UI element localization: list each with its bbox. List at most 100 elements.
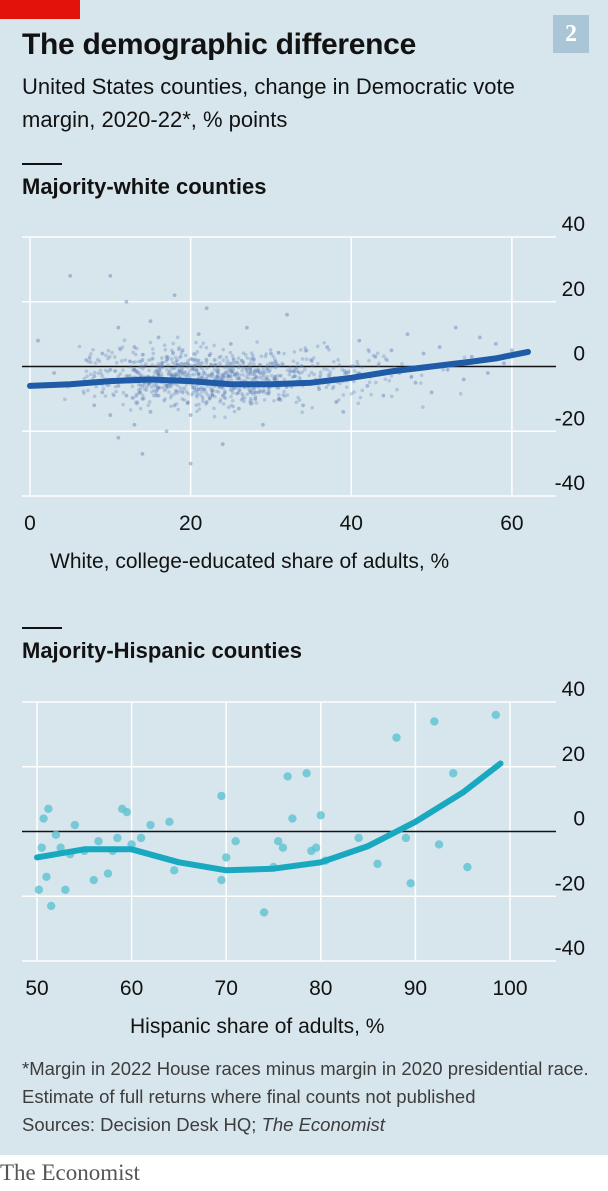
data-point (138, 390, 143, 395)
data-point (296, 395, 300, 400)
data-point (232, 372, 237, 376)
data-point (502, 361, 506, 366)
data-point (280, 361, 284, 366)
data-point (92, 370, 97, 375)
data-point (234, 392, 239, 396)
data-point (201, 399, 205, 404)
data-point (429, 390, 434, 395)
data-point (421, 351, 426, 356)
data-point (89, 875, 98, 885)
data-point (196, 358, 200, 363)
data-point (217, 875, 226, 885)
data-point (154, 392, 158, 396)
data-point (137, 391, 141, 395)
data-point (252, 387, 256, 391)
data-point (376, 363, 381, 368)
data-point (215, 376, 220, 381)
data-point (178, 369, 182, 374)
data-point (121, 390, 126, 395)
data-point (251, 353, 255, 358)
data-point (204, 400, 209, 405)
data-point (207, 397, 212, 401)
chart-title: The demographic difference (22, 28, 416, 61)
data-point (220, 375, 225, 379)
data-point (186, 400, 190, 404)
data-point (477, 335, 482, 340)
data-point (180, 390, 185, 395)
data-point (193, 364, 197, 369)
data-point (228, 350, 233, 355)
data-point (140, 358, 145, 362)
data-point (240, 391, 244, 396)
data-point (151, 393, 156, 398)
data-point (192, 387, 197, 391)
data-point (231, 837, 240, 846)
data-point (266, 392, 271, 396)
data-point (355, 359, 359, 364)
data-point (303, 346, 307, 350)
data-point (208, 372, 213, 377)
data-point (225, 371, 230, 375)
data-point (367, 349, 371, 354)
data-point (225, 374, 230, 378)
data-point (197, 371, 201, 376)
data-point (248, 402, 253, 406)
data-point (287, 372, 292, 377)
data-point (139, 373, 144, 378)
data-point (247, 387, 251, 391)
data-point (156, 372, 161, 377)
data-point (158, 363, 163, 368)
data-point (265, 368, 269, 372)
data-point (154, 389, 159, 394)
data-point (288, 365, 293, 370)
data-point (180, 365, 185, 369)
data-point (326, 373, 331, 377)
data-point (245, 370, 249, 374)
data-point (157, 385, 162, 390)
data-point (140, 452, 145, 456)
data-point (282, 394, 287, 398)
data-point (200, 366, 204, 371)
data-point (209, 386, 213, 391)
data-point (276, 397, 281, 402)
data-point (307, 373, 311, 378)
data-point (273, 375, 277, 379)
data-point (264, 391, 269, 396)
data-point (231, 358, 236, 362)
data-point (253, 394, 258, 399)
y-tick-label: -40 (555, 937, 585, 960)
data-point (172, 374, 176, 379)
data-point (220, 393, 225, 398)
data-point (226, 374, 231, 379)
data-point (167, 370, 171, 375)
data-point (210, 392, 214, 397)
x-axis-label-hispanic: Hispanic share of adults, % (130, 1015, 385, 1038)
data-point (273, 364, 278, 368)
data-point (325, 345, 330, 349)
data-point (226, 373, 231, 378)
data-point (257, 375, 262, 380)
data-point (169, 866, 179, 875)
data-point (249, 390, 254, 395)
data-point (155, 371, 160, 375)
data-point (165, 383, 170, 388)
data-point (141, 382, 146, 387)
data-point (469, 354, 474, 359)
data-point (358, 395, 363, 400)
data-point (190, 393, 194, 397)
data-point (259, 374, 264, 378)
data-point (181, 387, 185, 391)
data-point (225, 359, 230, 363)
data-point (277, 364, 281, 368)
data-point (214, 362, 219, 367)
data-point (121, 402, 125, 407)
data-point (383, 377, 388, 381)
data-point (194, 369, 199, 374)
data-point (146, 382, 151, 386)
data-point (99, 371, 104, 376)
data-point (282, 351, 286, 356)
data-point (140, 366, 145, 371)
data-point (228, 368, 232, 373)
data-point (195, 409, 199, 414)
data-point (210, 371, 215, 375)
